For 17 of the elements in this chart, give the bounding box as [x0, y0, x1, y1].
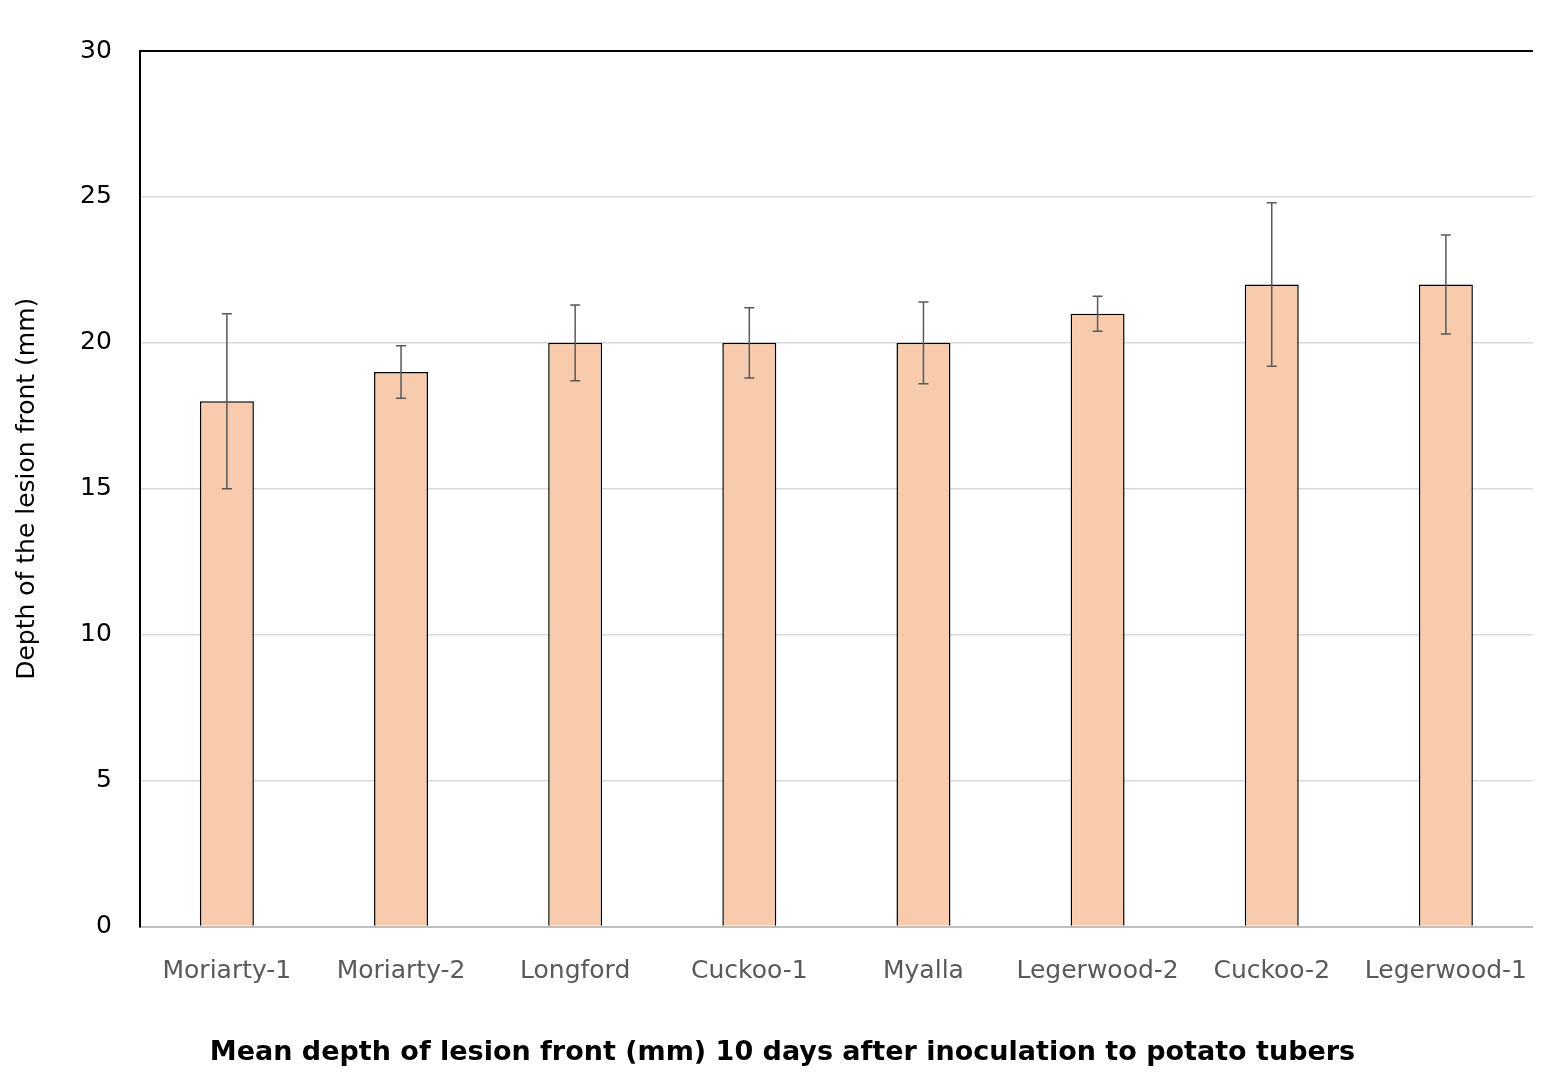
- text: Mean depth of lesion front (mm) 10 days after inoculation to potato tubers: [209, 1034, 1356, 1066]
- y-axis-title: Depth of the lesion front (mm): [10, 297, 40, 680]
- y-tick-label: 20: [80, 326, 112, 356]
- y-tick-label: 10: [80, 618, 112, 648]
- y-tick-label: 5: [95, 764, 112, 794]
- x-tick-label: Moriarty-1: [162, 955, 292, 985]
- x-tick-label: Longford: [520, 955, 631, 985]
- x-tick-label: Cuckoo-2: [1213, 955, 1331, 985]
- x-tick-label: Myalla: [883, 955, 964, 985]
- x-tick-label: Cuckoo-1: [691, 955, 808, 985]
- x-tick-label: Legerwood-1: [1364, 955, 1527, 985]
- y-tick-label: 25: [80, 180, 112, 210]
- y-tick-label: 30: [80, 34, 112, 64]
- y-tick-label: 15: [80, 472, 112, 502]
- x-tick-label: Legerwood-2: [1016, 955, 1179, 985]
- y-tick-label: 0: [95, 910, 112, 940]
- x-tick-label: Moriarty-2: [336, 955, 466, 985]
